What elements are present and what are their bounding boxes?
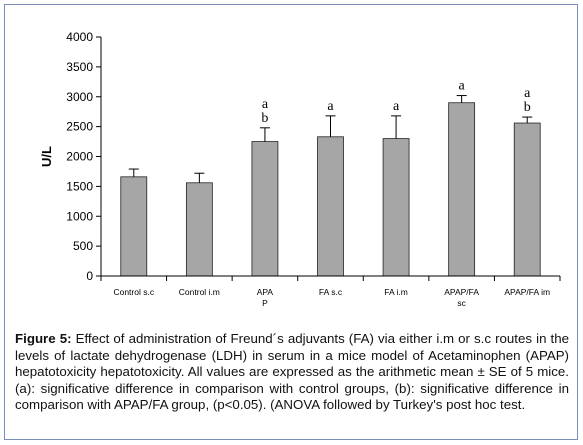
x-axis: Control s.c Control i.m APAP FA s.c FA i.m AP…: [100, 275, 561, 308]
y-tick-label: 3000: [66, 90, 93, 104]
significance-label: b: [261, 111, 268, 126]
bar: [251, 141, 279, 277]
significance-label: a: [459, 79, 466, 94]
y-tick-label: 2500: [66, 120, 93, 134]
y-tick-label: 1500: [66, 179, 93, 193]
bar: [185, 182, 213, 277]
caption-text: Effect of administration of Freund´s adj…: [15, 331, 570, 412]
caption-label: Figure 5:: [15, 331, 72, 346]
significance-label: b: [524, 100, 531, 115]
x-tick-label: Control s.c: [113, 287, 154, 297]
x-tick-label: Control i.m: [179, 287, 220, 297]
y-tick-label: 1000: [66, 209, 93, 223]
significance-label: a: [262, 97, 269, 112]
bar: [448, 102, 476, 277]
y-axis: 0 500 1000 1500 2000 2500 3000 3500 4000: [66, 30, 102, 283]
y-tick-label: 3500: [66, 60, 93, 74]
y-tick-label: 0: [86, 269, 93, 283]
bar: [120, 176, 148, 277]
significance-label: a: [524, 86, 531, 101]
significance-label: a: [393, 99, 400, 114]
bar: [382, 138, 410, 277]
x-tick-label: sc: [457, 298, 466, 308]
bar: [317, 136, 344, 277]
x-tick-label: APAP/FA: [444, 287, 479, 297]
figure-caption: Figure 5: Effect of administration of Fr…: [15, 331, 569, 414]
bar: [513, 122, 541, 277]
y-axis-label: U/L: [39, 146, 54, 167]
x-tick-label: FA i.m: [384, 287, 408, 297]
x-tick-label: P: [262, 298, 268, 308]
y-tick-label: 500: [73, 239, 93, 253]
y-tick-label: 2000: [66, 150, 93, 164]
x-tick-label: APAP/FA im: [504, 287, 550, 297]
x-tick-label: FA s.c: [319, 287, 343, 297]
significance-label: a: [327, 99, 334, 114]
y-tick-label: 4000: [66, 30, 93, 44]
x-tick-label: APA: [257, 287, 274, 297]
